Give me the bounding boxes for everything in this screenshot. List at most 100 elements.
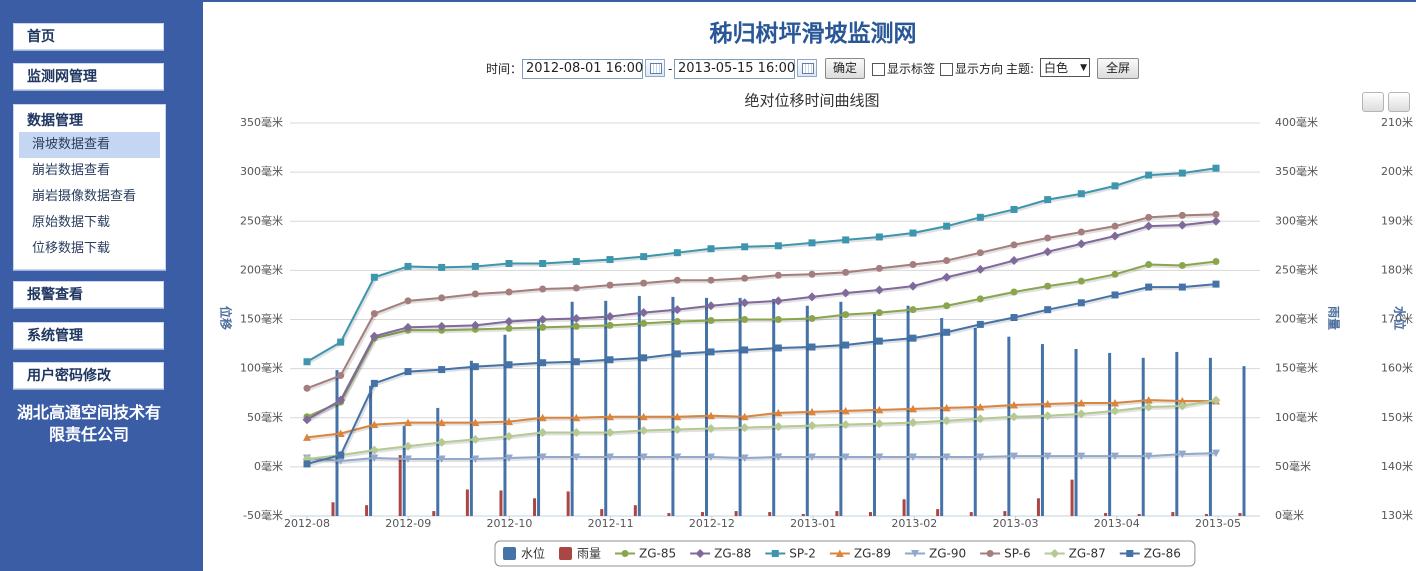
point <box>808 453 816 462</box>
point <box>437 437 447 447</box>
point <box>606 453 614 462</box>
point <box>909 260 917 268</box>
point <box>572 258 580 266</box>
point <box>337 451 345 459</box>
start-input[interactable]: 2012-08-01 16:00 <box>522 59 643 79</box>
point <box>1144 402 1154 412</box>
point <box>808 239 816 247</box>
fullscreen-button[interactable]: 全屏 <box>1097 58 1139 79</box>
point <box>303 433 311 441</box>
sub-nav-item[interactable]: 滑坡数据查看 <box>19 132 160 158</box>
bar <box>1171 512 1175 516</box>
point <box>505 259 513 267</box>
bar <box>604 300 608 516</box>
point <box>707 276 715 284</box>
legend-label: 水位 <box>521 546 545 561</box>
point <box>808 270 816 278</box>
point <box>621 550 629 557</box>
point <box>337 338 345 346</box>
y2-tick-label: 200毫米 <box>1275 312 1318 326</box>
y2-tick-label: 0毫米 <box>1275 508 1304 522</box>
nav-item[interactable]: 监测网管理 <box>13 63 164 90</box>
y3-tick-label: 130米 <box>1381 509 1413 522</box>
x-tick-label: 2012-10 <box>486 517 532 530</box>
point <box>1044 234 1052 242</box>
y2-tick-label: 150毫米 <box>1275 361 1318 375</box>
point <box>976 295 984 303</box>
print-button[interactable] <box>1362 92 1384 112</box>
sub-nav-item[interactable]: 原始数据下载 <box>32 215 111 230</box>
sub-nav-item[interactable]: 崩岩摄像数据查看 <box>32 189 137 204</box>
point <box>842 236 850 244</box>
point <box>976 249 984 257</box>
sub-nav-item[interactable]: 崩岩数据查看 <box>32 163 111 178</box>
download-button[interactable] <box>1388 92 1410 112</box>
point <box>909 334 917 342</box>
point <box>1076 239 1086 249</box>
nav-item[interactable]: 系统管理 <box>13 322 164 349</box>
point <box>673 412 682 421</box>
bar <box>633 505 637 516</box>
end-input[interactable]: 2013-05-15 16:00 <box>674 59 795 79</box>
point <box>403 322 413 332</box>
y2-tick-label: 300毫米 <box>1275 213 1318 227</box>
bar <box>436 407 440 516</box>
point <box>606 281 614 289</box>
checkbox[interactable] <box>872 63 885 76</box>
point <box>639 308 649 318</box>
y-tick-label: 100毫米 <box>240 361 283 375</box>
line-shadow <box>307 399 1218 463</box>
nav-item[interactable]: 报警查看 <box>13 281 164 308</box>
point <box>404 297 412 305</box>
point <box>1077 399 1086 407</box>
bar <box>1108 352 1112 516</box>
point <box>1111 291 1119 299</box>
point <box>539 259 547 267</box>
point <box>976 213 984 221</box>
confirm-button[interactable]: 确定 <box>825 58 865 79</box>
sub-nav-item[interactable]: 位移数据下载 <box>32 241 111 256</box>
point <box>1178 283 1186 291</box>
x-tick-label: 2012-11 <box>588 517 634 530</box>
point <box>842 311 850 319</box>
x-tick-label: 2012-09 <box>385 517 431 530</box>
nav-item[interactable]: 首页 <box>13 23 164 50</box>
nav-group-title[interactable]: 数据管理 <box>27 113 83 129</box>
point <box>943 328 951 336</box>
legend-label: ZG-87 <box>1069 547 1106 561</box>
point <box>975 264 985 274</box>
point <box>369 331 379 341</box>
bar <box>801 514 805 516</box>
checkbox[interactable] <box>940 63 953 76</box>
point <box>1144 452 1153 461</box>
point <box>471 290 479 298</box>
nav-item[interactable]: 用户密码修改 <box>13 362 164 389</box>
point <box>505 288 513 296</box>
point <box>874 285 884 295</box>
bar <box>872 312 876 516</box>
point <box>1111 222 1119 230</box>
point <box>606 321 614 329</box>
legend-label: 雨量 <box>577 547 601 561</box>
bar <box>805 305 809 516</box>
bar <box>600 509 604 516</box>
line <box>306 260 1217 418</box>
point <box>1111 452 1119 461</box>
theme-select[interactable]: 白色 <box>1040 58 1090 77</box>
point <box>640 319 648 327</box>
point <box>741 274 749 282</box>
point <box>1178 450 1187 459</box>
point <box>605 427 615 437</box>
legend-label: ZG-90 <box>929 547 966 561</box>
line-shadow <box>307 399 1217 441</box>
point <box>1077 452 1086 461</box>
bar <box>940 318 944 516</box>
calendar-button[interactable] <box>797 59 817 77</box>
point <box>1077 228 1085 236</box>
page-title: 秭归树坪滑坡监测网 <box>709 20 917 47</box>
point <box>1212 210 1220 218</box>
point <box>470 320 480 330</box>
point <box>505 361 513 369</box>
line <box>306 283 1217 465</box>
calendar-button[interactable] <box>645 59 665 77</box>
